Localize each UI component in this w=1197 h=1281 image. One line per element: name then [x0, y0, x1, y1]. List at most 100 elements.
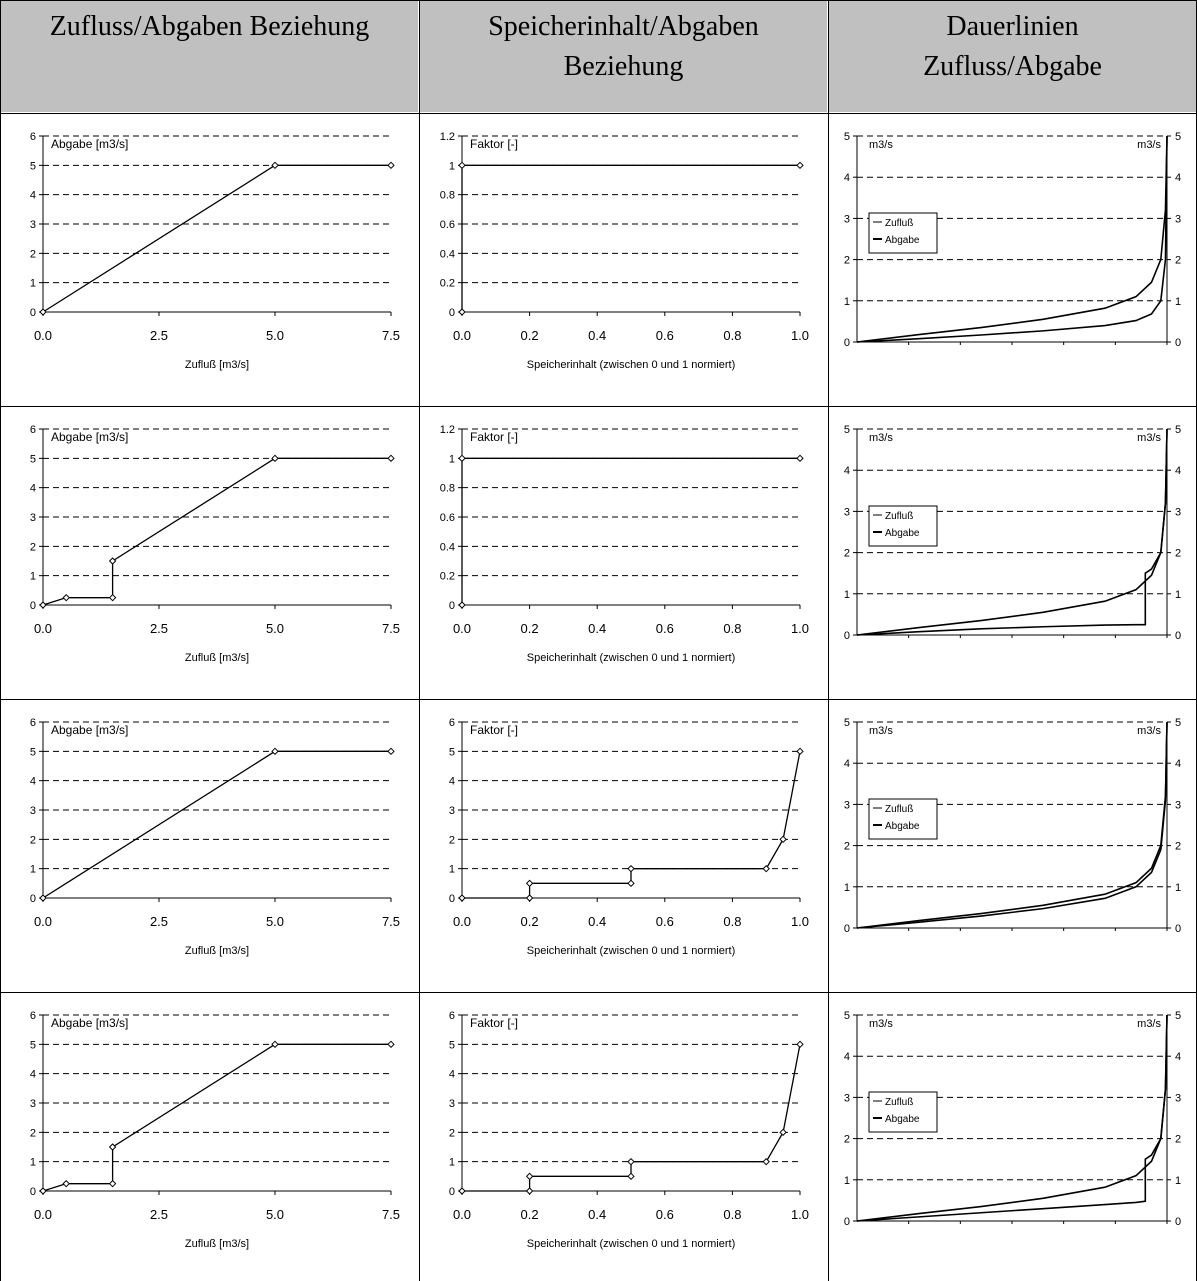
y-tick-label: 1 — [449, 453, 455, 465]
y-tick-label: 5 — [844, 424, 850, 436]
y2-tick-label: 3 — [1175, 799, 1181, 811]
series-line-zuflu — [856, 135, 1168, 343]
chart-cell-r2-c2: 0 0.2 0.4 0.6 0.8 1 1.2 0.0 0.2 0.4 0.6 0.8 1.0 Fakto… — [420, 407, 828, 699]
chart-svg: 0 0 1 1 2 2 3 3 4 4 5 5 m3/s m3/s Zufluß Abgabe — [844, 1010, 1181, 1228]
y-tick-label: 2 — [844, 841, 850, 853]
data-point-marker — [458, 161, 466, 170]
y-tick-label: 4 — [844, 465, 850, 477]
y-tick-label: 1.2 — [440, 424, 455, 436]
legend-box — [868, 798, 938, 840]
data-point-marker — [779, 1128, 787, 1137]
y-tick-label: 0 — [844, 630, 850, 642]
y-tick-label: 2 — [449, 1127, 455, 1139]
chart-cell-r3-c1: 0 1 2 3 4 5 6 0.0 2.5 5.0 7.5 Abgabe [m3/s] Zufluß [… — [1, 700, 419, 992]
y-tick-label: 3 — [30, 805, 36, 817]
x-tick-label: 0.0 — [34, 914, 52, 929]
x-tick-label: 0.8 — [723, 328, 741, 343]
y2-axis-label: m3/s — [1137, 139, 1161, 151]
legend-box — [868, 1091, 938, 1133]
data-point-marker — [458, 454, 466, 463]
y-tick-label: 0 — [844, 923, 850, 935]
data-point-marker — [796, 454, 804, 463]
chart-svg: 0 1 2 3 4 5 6 0.0 0.2 0.4 0.6 0.8 1.0 Faktor [-] Speic… — [449, 1010, 809, 1250]
x-tick-label: 0.6 — [656, 328, 674, 343]
y-tick-label: 0 — [30, 1186, 36, 1198]
y2-tick-label: 0 — [1175, 337, 1181, 349]
y-tick-label: 1 — [30, 571, 36, 583]
y-axis-label: m3/s — [869, 139, 893, 151]
y-tick-label: 2 — [30, 834, 36, 846]
data-point-marker — [796, 1040, 804, 1049]
y-tick-label: 3 — [844, 213, 850, 225]
chart-cell-r1-c2: 0 0.2 0.4 0.6 0.8 1 1.2 0.0 0.2 0.4 0.6 0.8 1.0 Fakto… — [420, 114, 828, 406]
x-tick-label: 0.0 — [453, 621, 471, 636]
chart-svg: 0 0 1 1 2 2 3 3 4 4 5 5 m3/s m3/s Zufluß Abgabe — [844, 717, 1181, 935]
x-tick-label: 0.0 — [34, 328, 52, 343]
series-line-s0 — [461, 457, 800, 605]
y-tick-label: 0 — [449, 893, 455, 905]
y-tick-label: 0 — [449, 307, 455, 319]
legend-label: Zufluß — [885, 511, 913, 522]
y-tick-label: 5 — [30, 160, 36, 172]
column-header-3-line2: Zufluss/Abgabe — [923, 51, 1102, 82]
y-tick-label: 4 — [449, 1069, 455, 1081]
x-tick-label: 0.0 — [34, 1207, 52, 1222]
y-axis-label: Faktor [-] — [470, 430, 518, 444]
chart-cell-r2-c3: 0 0 1 1 2 2 3 3 4 4 5 5 m3/s m3/s Zufluß Abgabe — [829, 407, 1197, 699]
x-tick-label: 2.5 — [150, 621, 168, 636]
x-tick-label: 0.0 — [34, 621, 52, 636]
y2-tick-label: 1 — [1175, 1175, 1181, 1187]
chart-svg: 0 1 2 3 4 5 6 0.0 2.5 5.0 7.5 Abgabe [m3/s] Zufluß [… — [30, 1010, 400, 1250]
y-axis-label: m3/s — [869, 725, 893, 737]
x-tick-label: 0.8 — [723, 621, 741, 636]
x-tick-label: 1.0 — [791, 328, 809, 343]
y2-tick-label: 0 — [1175, 1216, 1181, 1228]
y-tick-label: 1 — [449, 1157, 455, 1169]
y-tick-label: 2 — [844, 548, 850, 560]
y-axis-label: Faktor [-] — [470, 137, 518, 151]
y2-tick-label: 3 — [1175, 1092, 1181, 1104]
y2-tick-label: 0 — [1175, 630, 1181, 642]
y2-tick-label: 3 — [1175, 506, 1181, 518]
y-tick-label: 0 — [844, 1216, 850, 1228]
legend-box — [868, 212, 938, 254]
y-tick-label: 4 — [844, 1051, 850, 1063]
y-tick-label: 5 — [30, 453, 36, 465]
data-point-marker — [62, 593, 70, 602]
y-tick-label: 6 — [449, 1010, 455, 1022]
data-point-marker — [271, 747, 279, 756]
legend-label: Abgabe — [885, 821, 920, 832]
y2-tick-label: 2 — [1175, 1134, 1181, 1146]
y-axis-label: m3/s — [869, 1018, 893, 1030]
series-line-s0 — [462, 751, 801, 899]
x-axis-label: Speicherinhalt (zwischen 0 und 1 normier… — [527, 652, 736, 664]
y-tick-label: 5 — [449, 746, 455, 758]
y-tick-label: 4 — [844, 758, 850, 770]
y-axis-label: m3/s — [869, 432, 893, 444]
column-header-3: Dauerlinien Zufluss/Abgabe — [829, 1, 1196, 112]
data-point-marker — [627, 1172, 635, 1181]
y-tick-label: 0.8 — [440, 483, 455, 495]
y2-tick-label: 5 — [1175, 717, 1181, 729]
y-tick-label: 5 — [844, 717, 850, 729]
y-tick-label: 3 — [844, 506, 850, 518]
x-tick-label: 7.5 — [382, 914, 400, 929]
chart-cell-r2-c1: 0 1 2 3 4 5 6 0.0 2.5 5.0 7.5 Abgabe [m3/s] Zufluß [… — [1, 407, 419, 699]
data-point-marker — [108, 557, 117, 565]
data-point-marker — [627, 864, 635, 873]
data-point-marker — [458, 894, 466, 902]
x-tick-label: 0.4 — [588, 1207, 606, 1222]
y-axis-label: Faktor [-] — [470, 1016, 518, 1030]
table-vertical-rule — [0, 0, 1, 1281]
y-tick-label: 2 — [30, 541, 36, 553]
y-tick-label: 6 — [30, 717, 36, 729]
y2-tick-label: 4 — [1175, 758, 1181, 770]
y2-tick-label: 5 — [1175, 1010, 1181, 1022]
x-tick-label: 7.5 — [382, 1207, 400, 1222]
table-vertical-rule — [419, 0, 420, 1281]
y-tick-label: 4 — [449, 776, 455, 788]
y-tick-label: 0 — [844, 337, 850, 349]
data-point-marker — [387, 454, 395, 463]
column-header-1: Zufluss/Abgaben Beziehung — [1, 1, 418, 112]
x-tick-label: 7.5 — [382, 621, 400, 636]
